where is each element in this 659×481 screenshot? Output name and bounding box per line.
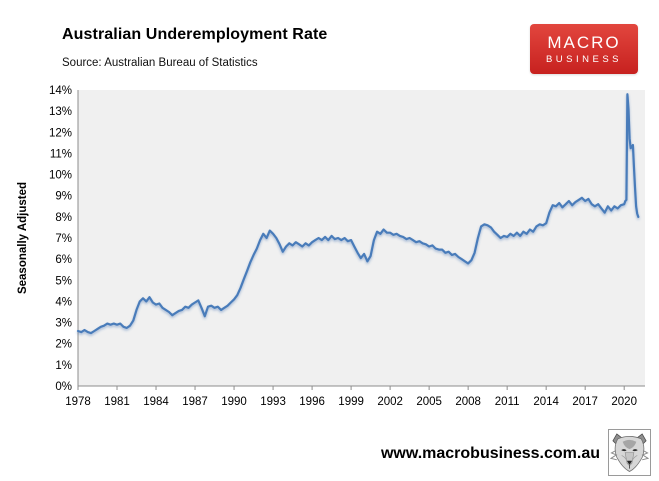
x-axis-tick-label: 2008 (455, 396, 481, 408)
y-axis-tick-label: 2% (55, 339, 72, 351)
x-axis-tick-label: 2011 (495, 396, 520, 408)
y-axis-tick-label: 5% (55, 275, 72, 287)
x-axis-tick-label: 2017 (572, 396, 598, 408)
wolf-icon (608, 429, 651, 476)
logo-text-macro: MACRO (547, 32, 621, 52)
x-axis-tick-label: 2020 (611, 396, 637, 408)
y-axis-tick-label: 3% (55, 318, 72, 330)
x-axis-tick-label: 1978 (65, 396, 91, 408)
y-axis-tick-label: 1% (55, 360, 72, 372)
logo-text-business: BUSINESS (545, 53, 623, 65)
y-axis-tick-label: 0% (55, 381, 72, 393)
plot-area (78, 90, 645, 386)
y-axis-tick-label: 11% (50, 148, 72, 160)
plot-background (78, 90, 645, 386)
x-axis-tick-label: 1999 (338, 396, 364, 408)
wolf-icon-drawing (610, 433, 649, 472)
x-axis-tick-label: 1984 (143, 396, 169, 408)
underemployment-line-chart: 0% 1% 2% 3% 4% 5% 6% 7% 8% 9% 10% 11% 12% 13% 14% 1978 1… (17, 85, 645, 408)
x-axis-tick-label: 1990 (221, 396, 247, 408)
source-note: Source: Australian Bureau of Statistics (62, 57, 258, 69)
y-axis-tick-label: 6% (55, 254, 72, 266)
underemployment-rate-line (76, 93, 640, 335)
y-axis-tick-label: 14% (49, 85, 72, 97)
footer-website-text: www.macrobusiness.com.au (380, 445, 600, 462)
axes: 0% 1% 2% 3% 4% 5% 6% 7% 8% 9% 10% 11% 12% 13% 14% 1978 1… (17, 85, 645, 408)
x-axis-tick-label: 1987 (182, 396, 208, 408)
macrobusiness-logo: MACRO BUSINESS (530, 24, 638, 74)
x-axis-tick-label: 2002 (377, 396, 403, 408)
y-axis-tick-label: 9% (55, 191, 72, 203)
data-series-line (76, 93, 640, 335)
y-axis-tick-label: 10% (49, 170, 72, 182)
y-axis-tick-label: 12% (49, 127, 72, 139)
x-axis-tick-label: 2005 (416, 396, 442, 408)
x-axis-tick-label: 1996 (299, 396, 325, 408)
x-axis-tick-label: 1981 (104, 396, 130, 408)
page-title: Australian Underemployment Rate (62, 26, 328, 43)
x-axis-tick-label: 2014 (533, 396, 559, 408)
y-axis-tick-label: 13% (49, 106, 72, 118)
y-axis-tick-label: 8% (55, 212, 72, 224)
y-axis-tick-label: 7% (55, 233, 72, 245)
x-axis-tick-label: 1993 (260, 396, 286, 408)
y-axis-tick-label: 4% (55, 296, 72, 308)
y-axis-title: Seasonally Adjusted (17, 182, 29, 294)
